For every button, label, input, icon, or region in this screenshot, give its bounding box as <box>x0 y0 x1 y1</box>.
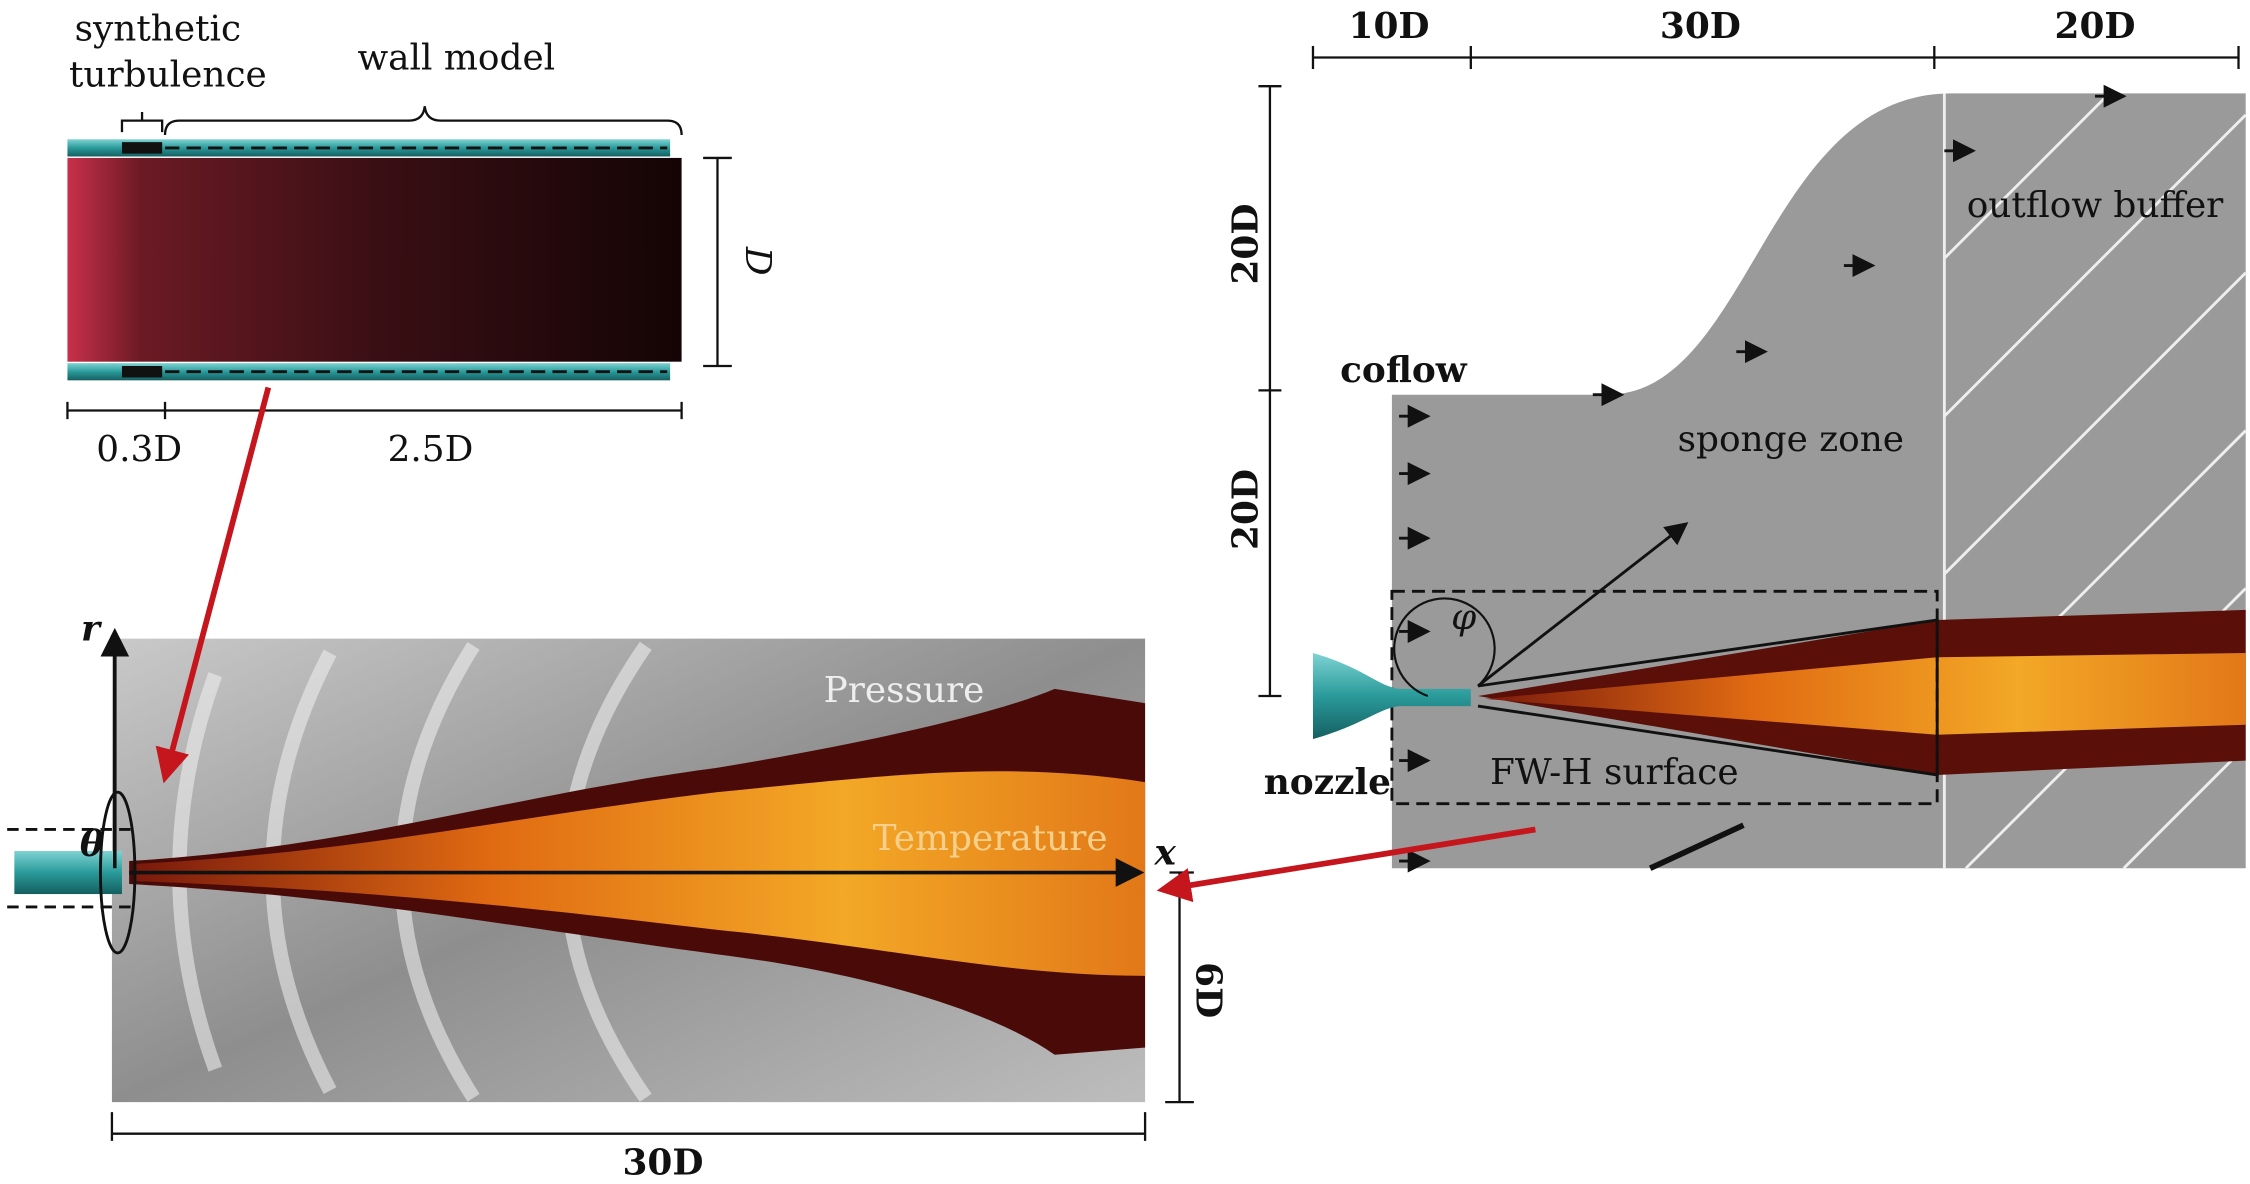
dimension <box>66 401 683 420</box>
label: sponge zone <box>1678 419 1904 460</box>
link-arrow <box>155 386 272 784</box>
inflow-arrows <box>1399 84 2127 873</box>
jet-core <box>1485 652 2246 735</box>
angle-arc <box>1393 597 1496 698</box>
label: 30D <box>622 1141 703 1183</box>
dimension <box>1258 85 1282 698</box>
label: r <box>81 607 103 649</box>
shape <box>1943 271 2247 576</box>
label: 10D <box>1349 5 1430 47</box>
label: wall model <box>357 37 555 78</box>
direction-arrow <box>1477 522 1689 688</box>
label: D <box>737 246 778 276</box>
pipe-flow <box>67 157 682 362</box>
label: 20D <box>1224 469 1266 550</box>
label: 2.5D <box>388 429 474 470</box>
nozzle <box>1312 652 1471 740</box>
label: 20D <box>2055 5 2136 47</box>
shape <box>2122 745 2247 870</box>
link-arrow <box>1156 826 1536 903</box>
label: nozzle <box>1264 761 1391 803</box>
inlet-panel: synthetic turbulence wall model D 0.3D 2… <box>66 9 778 470</box>
mark <box>1648 822 1745 871</box>
dimension <box>1311 46 2240 69</box>
jet-panel: r θ x Pressure Temperature 6D 30D <box>7 607 1229 1183</box>
dimension <box>703 156 732 368</box>
label: FW-H surface <box>1490 752 1739 793</box>
label: Pressure <box>824 670 985 711</box>
label: Temperature <box>873 818 1108 859</box>
label: synthetic <box>75 9 241 50</box>
label: turbulence <box>69 55 267 96</box>
nozzle <box>14 851 122 895</box>
label: 0.3D <box>96 429 182 470</box>
label: φ <box>1451 597 1476 638</box>
shape <box>1943 92 2111 260</box>
domain-panel: 10D 30D 20D 20D 20D coflow outflow buffe… <box>1224 5 2247 873</box>
turbulence-zone <box>121 365 163 378</box>
label: 20D <box>1224 204 1266 285</box>
label: outflow buffer <box>1967 185 2224 226</box>
nozzle-outline <box>7 828 137 909</box>
label: 30D <box>1660 5 1741 47</box>
turbulence-zone <box>121 142 163 154</box>
label: 6D <box>1187 962 1229 1018</box>
label: θ <box>80 823 104 865</box>
brace <box>163 106 683 136</box>
dimension <box>110 1112 1147 1141</box>
bracket <box>120 112 164 133</box>
label: x <box>1153 831 1176 873</box>
label: coflow <box>1340 349 1468 391</box>
shape <box>1943 113 2247 418</box>
